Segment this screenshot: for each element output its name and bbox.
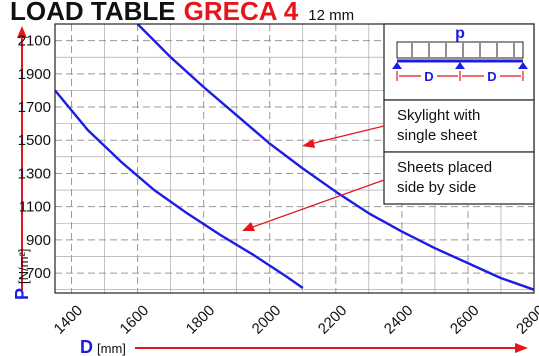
x-tick-label: 1400: [51, 302, 87, 338]
x-axis-unit: [mm]: [97, 341, 126, 356]
span-label-1: D: [424, 69, 433, 84]
y-tick-label: 900: [26, 232, 51, 249]
x-tick-labels: 1400 1600 1800 2000 2200 2400 2600 2800: [51, 302, 539, 338]
annotation-1-line1: Skylight with: [397, 107, 480, 124]
y-tick-label: 1300: [18, 165, 51, 182]
annotation-1-leader: [310, 126, 384, 144]
y-tick-label: 1900: [18, 66, 51, 83]
x-tick-label: 2800: [513, 302, 539, 338]
x-tick-label: 2400: [381, 302, 417, 338]
title-part2: GRECA 4: [184, 0, 299, 26]
x-tick-label: 1600: [117, 302, 153, 338]
y-axis-letter: P: [12, 288, 32, 300]
y-tick-label: 1100: [19, 199, 51, 216]
annotation-side-by-side: Sheets placed side by side: [242, 152, 534, 231]
annotation-2-line1: Sheets placed: [397, 159, 492, 176]
series-line-1: [55, 90, 303, 288]
chart-title: LOAD TABLE GRECA 4 12 mm: [10, 0, 354, 26]
span-label-2: D: [487, 69, 496, 84]
x-axis-letter: D: [80, 337, 93, 356]
x-tick-label: 2600: [447, 302, 483, 338]
x-tick-label: 2000: [249, 302, 285, 338]
x-axis-label: D [mm]: [80, 337, 126, 356]
title-part3: 12 mm: [308, 7, 354, 24]
y-tick-label: 1500: [18, 132, 51, 149]
load-label: p: [455, 25, 465, 42]
annotation-1-line2: single sheet: [397, 127, 478, 144]
x-axis-arrow: [135, 343, 528, 353]
y-tick-label: 700: [26, 265, 51, 282]
y-tick-label: 2100: [18, 33, 51, 50]
title-part1: LOAD TABLE: [10, 0, 176, 26]
annotation-single-sheet: Skylight with single sheet: [302, 100, 534, 152]
x-tick-label: 2200: [315, 302, 351, 338]
x-tick-label: 1800: [183, 302, 219, 338]
y-tick-label: 1700: [18, 99, 51, 116]
load-block: [397, 42, 523, 58]
annotation-2-line2: side by side: [397, 179, 476, 196]
beam-diagram: p D D: [384, 24, 534, 100]
